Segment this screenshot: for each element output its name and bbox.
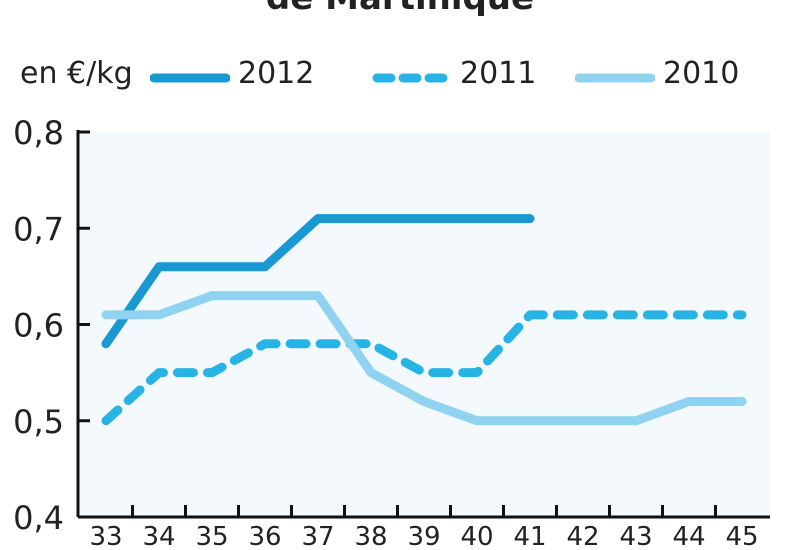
legend-swatch-2010 xyxy=(575,73,655,83)
x-tick-label: 41 xyxy=(513,522,546,550)
y-tick-label: 0,6 xyxy=(13,307,64,345)
legend-swatch-2011 xyxy=(372,73,452,83)
legend-swatch-2012 xyxy=(150,73,230,83)
x-tick-label: 40 xyxy=(460,522,493,550)
x-tick-label: 33 xyxy=(89,522,122,550)
y-tick-label: 0,7 xyxy=(13,210,64,248)
x-tick-label: 38 xyxy=(354,522,387,550)
x-tick-label: 34 xyxy=(142,522,175,550)
chart-title: de Martinique xyxy=(0,0,800,18)
legend-item-2012: 2012 xyxy=(150,56,320,96)
y-tick-label: 0,8 xyxy=(13,114,64,152)
x-tick-label: 36 xyxy=(248,522,281,550)
x-tick-label: 42 xyxy=(566,522,599,550)
legend-label-2011: 2011 xyxy=(460,56,537,91)
x-tick-label: 44 xyxy=(672,522,705,550)
plot-area xyxy=(78,132,770,517)
x-tick-label: 39 xyxy=(407,522,440,550)
legend-item-2010: 2010 xyxy=(575,56,745,96)
x-tick-label: 37 xyxy=(301,522,334,550)
x-tick-label: 45 xyxy=(725,522,758,550)
legend-label-2010: 2010 xyxy=(663,56,740,91)
legend-item-2011: 2011 xyxy=(372,56,542,96)
x-tick-label: 43 xyxy=(619,522,652,550)
x-tick-label: 35 xyxy=(195,522,228,550)
legend-label-2012: 2012 xyxy=(238,56,315,91)
y-tick-label: 0,5 xyxy=(13,403,64,441)
y-tick-label: 0,4 xyxy=(13,499,64,537)
y-unit-label: en €/kg xyxy=(20,56,133,91)
